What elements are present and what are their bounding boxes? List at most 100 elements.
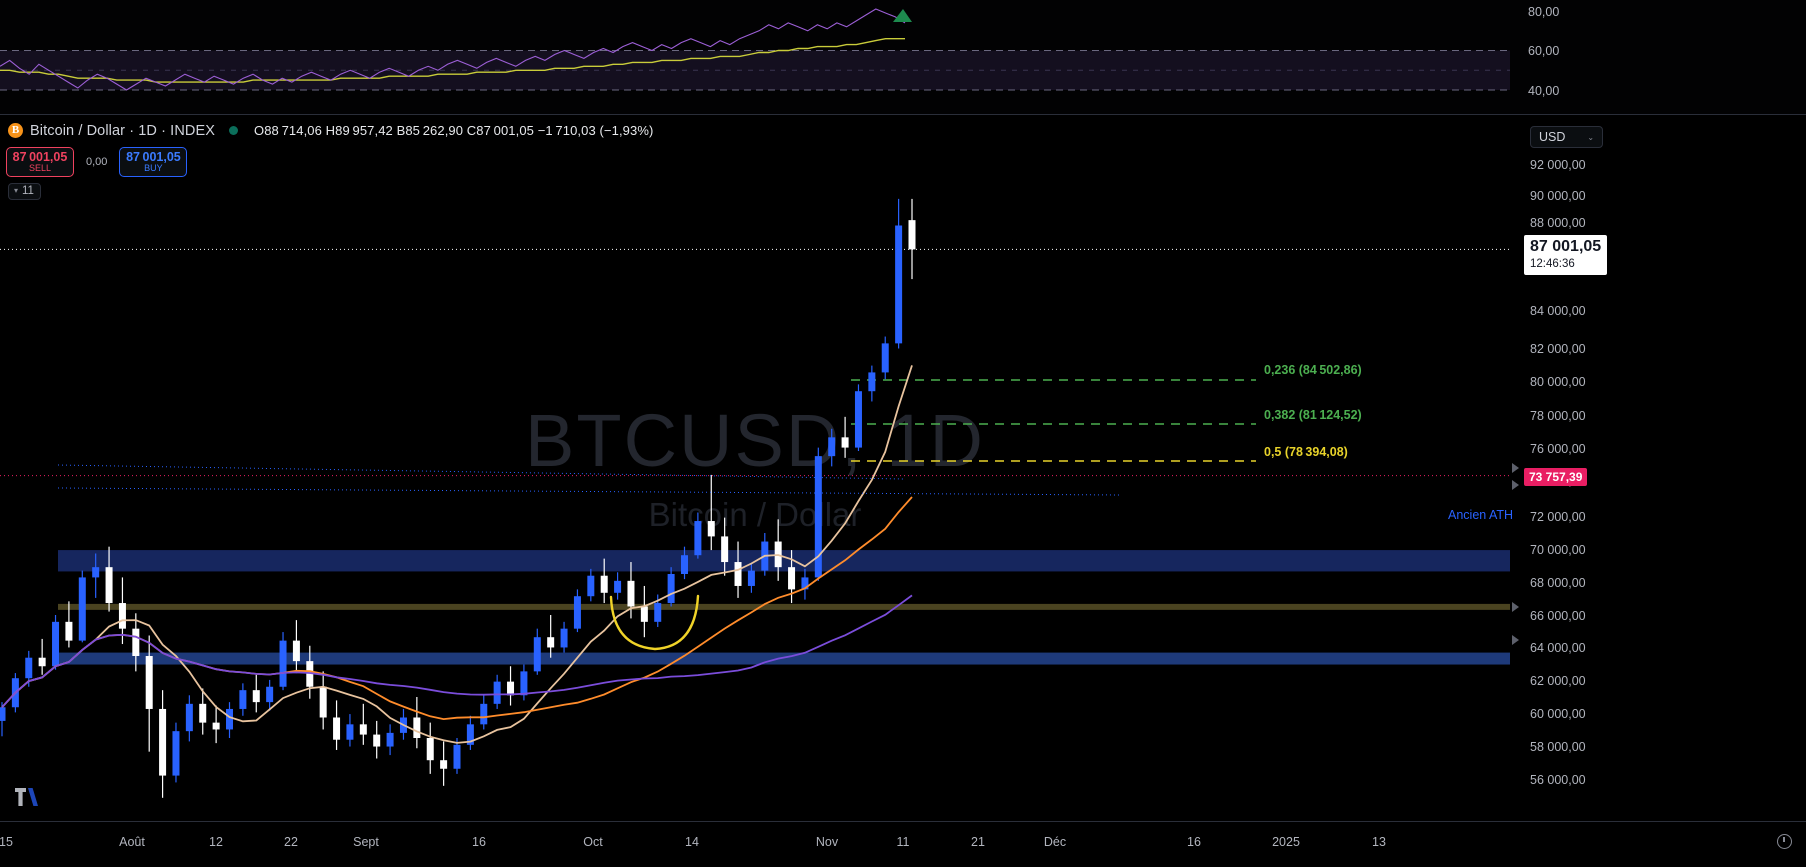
- candle-body[interactable]: [908, 220, 916, 250]
- candle-body[interactable]: [854, 391, 862, 448]
- sell-button[interactable]: 87 001,05 SELL: [6, 147, 74, 177]
- candle-body[interactable]: [614, 580, 622, 593]
- time-tick[interactable]: 13: [1372, 835, 1386, 849]
- time-tick[interactable]: 2025: [1272, 835, 1300, 849]
- candle-body[interactable]: [520, 671, 528, 696]
- candle-body[interactable]: [721, 536, 729, 563]
- candle-body[interactable]: [132, 628, 140, 656]
- mid-zone[interactable]: [58, 603, 1510, 610]
- symbol-title[interactable]: Bitcoin / Dollar · 1D · INDEX: [30, 122, 215, 139]
- candle-body[interactable]: [38, 657, 46, 667]
- price-plot-area[interactable]: [0, 116, 1510, 821]
- candle-body[interactable]: [895, 225, 903, 344]
- candle-body[interactable]: [199, 703, 207, 723]
- support-zone[interactable]: [58, 652, 1510, 665]
- candle-body[interactable]: [734, 562, 742, 586]
- currency-selector[interactable]: USD ⌄: [1530, 126, 1604, 148]
- ma-long-line[interactable]: [1, 594, 913, 708]
- candle-body[interactable]: [828, 437, 836, 457]
- time-tick[interactable]: 21: [971, 835, 985, 849]
- candle-body[interactable]: [788, 567, 796, 590]
- candle-body[interactable]: [533, 637, 541, 672]
- time-tick[interactable]: 12: [209, 835, 223, 849]
- candle-body[interactable]: [118, 603, 126, 629]
- buy-button[interactable]: 87 001,05 BUY: [119, 147, 188, 177]
- candle-body[interactable]: [466, 724, 474, 745]
- candle-body[interactable]: [239, 690, 247, 709]
- time-scale[interactable]: 15 Août 12 22 Sept 16 Oct 14 Nov 11 21 Déc 16 2025 13: [0, 821, 1806, 867]
- candle-body[interactable]: [868, 372, 876, 392]
- candle-body[interactable]: [587, 575, 595, 597]
- candle-body[interactable]: [359, 724, 367, 735]
- candle-body[interactable]: [159, 708, 167, 776]
- candle-body[interactable]: [212, 722, 220, 730]
- last-price-badge[interactable]: 87 001,05 12:46:36: [1524, 235, 1608, 275]
- candle-body[interactable]: [814, 456, 822, 578]
- resistance-zone[interactable]: [58, 550, 1510, 572]
- time-tick[interactable]: Sept: [353, 835, 379, 849]
- candle-body[interactable]: [480, 703, 488, 725]
- candle-body[interactable]: [654, 603, 662, 622]
- time-tick[interactable]: 11: [896, 835, 910, 849]
- time-tick[interactable]: Août: [119, 835, 145, 849]
- candle-body[interactable]: [841, 437, 849, 448]
- candle-body[interactable]: [881, 343, 889, 373]
- candle-body[interactable]: [25, 657, 33, 679]
- time-tick[interactable]: 16: [1187, 835, 1201, 849]
- candle-body[interactable]: [292, 640, 300, 662]
- candle-body[interactable]: [493, 681, 501, 704]
- ancien-ath-label: Ancien ATH: [1448, 508, 1514, 522]
- candle-body[interactable]: [547, 637, 555, 648]
- ma-short-line[interactable]: [1, 365, 913, 744]
- candle-body[interactable]: [386, 732, 394, 747]
- time-tick[interactable]: 14: [685, 835, 699, 849]
- candle-body[interactable]: [0, 707, 6, 721]
- candle-body[interactable]: [78, 577, 86, 641]
- candle-body[interactable]: [279, 640, 287, 687]
- time-tick[interactable]: 22: [284, 835, 298, 849]
- candle-body[interactable]: [707, 521, 715, 537]
- candle-body[interactable]: [507, 681, 515, 696]
- candle-body[interactable]: [52, 621, 60, 667]
- time-tick[interactable]: 16: [472, 835, 486, 849]
- candle-body[interactable]: [440, 760, 448, 769]
- candle-body[interactable]: [627, 580, 635, 607]
- candle-body[interactable]: [319, 686, 327, 718]
- indicator-collapse-toggle[interactable]: ▾ 11: [8, 183, 41, 200]
- candle-body[interactable]: [145, 656, 153, 709]
- candle-body[interactable]: [560, 628, 568, 648]
- candle-body[interactable]: [600, 575, 608, 593]
- time-tick[interactable]: Nov: [815, 835, 839, 849]
- candle-body[interactable]: [694, 521, 702, 556]
- time-tick[interactable]: Déc: [1043, 835, 1067, 849]
- candle-body[interactable]: [801, 577, 809, 590]
- time-tick[interactable]: 15: [0, 835, 13, 849]
- candle-body[interactable]: [172, 731, 180, 776]
- candle-body[interactable]: [681, 555, 688, 574]
- candle-body[interactable]: [640, 606, 648, 622]
- candle-body[interactable]: [185, 703, 193, 732]
- time-tick[interactable]: Oct: [583, 835, 603, 849]
- candle-body[interactable]: [413, 717, 421, 739]
- candle-body[interactable]: [266, 686, 274, 703]
- candle-body[interactable]: [226, 708, 233, 730]
- clock-icon[interactable]: [1777, 834, 1792, 849]
- candle-body[interactable]: [426, 738, 434, 761]
- candle-body[interactable]: [92, 567, 100, 578]
- candle-body[interactable]: [65, 621, 73, 641]
- candle-body[interactable]: [252, 690, 260, 703]
- candle-body[interactable]: [306, 661, 314, 687]
- rsi-price-axis[interactable]: 80,00 60,00 40,00: [1510, 0, 1806, 114]
- candle-body[interactable]: [333, 717, 341, 740]
- candle-body[interactable]: [453, 744, 461, 769]
- candle-body[interactable]: [667, 574, 675, 604]
- candle-body[interactable]: [373, 734, 381, 747]
- candle-body[interactable]: [747, 570, 755, 586]
- rsi-plot-area[interactable]: [0, 0, 1510, 114]
- legend-symbol-row[interactable]: B Bitcoin / Dollar · 1D · INDEX O88 714,…: [0, 118, 1510, 143]
- ancien-ath-price-badge[interactable]: 73 757,39: [1524, 467, 1588, 486]
- candle-body[interactable]: [346, 724, 354, 740]
- candle-body[interactable]: [573, 596, 581, 629]
- candle-body[interactable]: [105, 567, 113, 604]
